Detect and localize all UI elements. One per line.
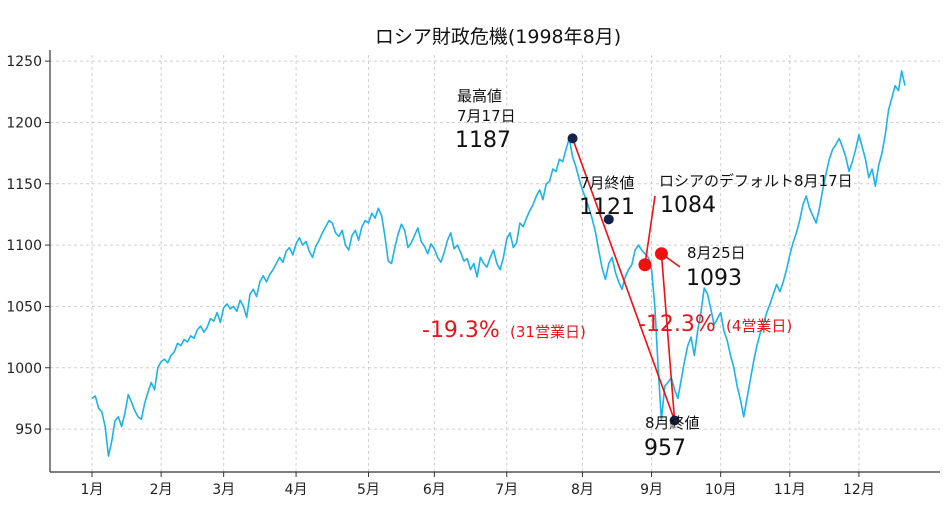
x-tick-label: 6月 <box>423 482 446 498</box>
drop2-days-label: (4営業日) <box>726 317 792 335</box>
aug25-label: 8月25日 <box>687 244 746 262</box>
drop-line-2 <box>660 253 676 421</box>
x-tick-label: 4月 <box>285 482 308 498</box>
marker-aug25 <box>654 247 668 261</box>
x-tick-label: 2月 <box>150 482 173 498</box>
jul-end-label: 7月終値 <box>580 174 635 192</box>
y-tick-label: 950 <box>15 422 42 438</box>
peak-value-label: 1187 <box>455 128 511 153</box>
peak-date-label: 7月17日 <box>457 107 516 125</box>
default-leader-line <box>644 195 656 265</box>
y-tick-label: 1100 <box>6 238 42 254</box>
default-value-label: 1084 <box>660 193 716 218</box>
x-tick-label: 9月 <box>640 482 663 498</box>
series <box>91 70 906 457</box>
aug-end-value-label: 957 <box>644 436 686 461</box>
chart-title: ロシア財政危機(1998年8月) <box>375 26 621 48</box>
x-tick-label: 1月 <box>81 482 104 498</box>
x-tick-label: 8月 <box>571 482 594 498</box>
grid <box>50 55 940 472</box>
axes: 950 1000 1050 1100 1150 1200 1250 1月 2月 3月 4月 5月 6月 7… <box>6 50 940 498</box>
jul-end-value-label: 1121 <box>579 195 635 220</box>
marker-default <box>638 258 652 272</box>
default-label: ロシアのデフォルト8月17日 <box>659 172 853 190</box>
marker-peak <box>567 133 578 144</box>
drop1-days-label: (31営業日) <box>510 323 586 341</box>
x-tick-label: 10月 <box>705 482 737 498</box>
aug-end-label: 8月終値 <box>645 414 700 432</box>
marker-jul_end <box>603 214 614 225</box>
y-tick-label: 1200 <box>6 115 42 131</box>
drop-line-1 <box>571 138 676 421</box>
x-tick-label: 5月 <box>357 482 380 498</box>
series-line <box>91 70 906 457</box>
x-tick-label: 11月 <box>774 482 806 498</box>
y-tick-label: 1000 <box>6 361 42 377</box>
y-tick-label: 1250 <box>6 54 42 70</box>
marker-aug_end <box>669 415 680 426</box>
annotations: 最高値 7月17日 1187 7月終値 1121 ロシアのデフォルト8月17日 1084 8月… <box>422 87 853 461</box>
peak-label: 最高値 <box>457 87 502 105</box>
aug25-value-label: 1093 <box>686 266 742 291</box>
x-tick-label: 3月 <box>212 482 235 498</box>
y-tick-label: 1150 <box>6 177 42 193</box>
drop1-percent-label: -19.3% <box>422 318 500 343</box>
y-tick-label: 1050 <box>6 299 42 315</box>
drop2-percent-label: -12.3% <box>638 312 716 337</box>
x-tick-label: 12月 <box>843 482 875 498</box>
x-tick-label: 7月 <box>495 482 518 498</box>
